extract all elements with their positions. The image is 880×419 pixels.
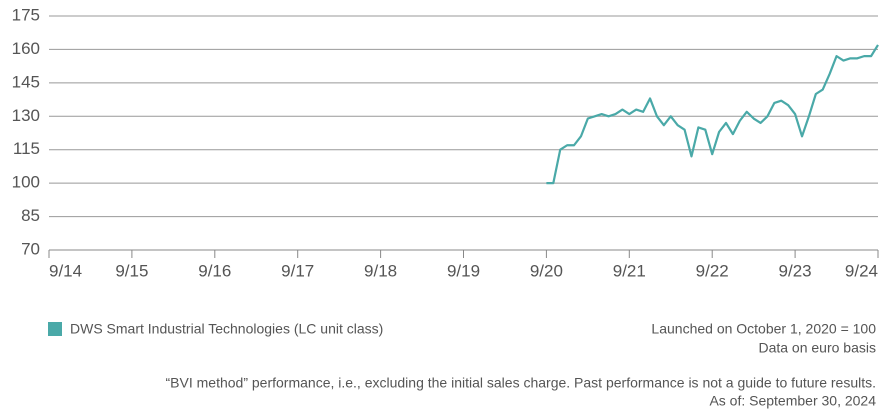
- y-tick-label: 115: [13, 139, 40, 158]
- line: [546, 44, 879, 185]
- x-tick-label: 9/16: [198, 261, 231, 280]
- y-tick-label: 160: [12, 39, 40, 58]
- y-tick-label: 145: [12, 72, 40, 91]
- x-tick-label: 9/17: [281, 261, 314, 280]
- legend-swatch: [48, 322, 62, 336]
- footnote: As of: September 30, 2024: [709, 393, 876, 409]
- y-tick-label: 130: [12, 106, 40, 125]
- x-tick-label: 9/23: [779, 261, 812, 280]
- annotation: Data on euro basis: [758, 340, 876, 356]
- y-tick-label: 85: [21, 206, 40, 225]
- x-tick-label: 9/20: [530, 261, 563, 280]
- x-tick-label: 9/24: [845, 261, 878, 280]
- x-tick-label: 9/14: [49, 261, 82, 280]
- y-tick-label: 100: [12, 173, 40, 192]
- x-tick-label: 9/19: [447, 261, 480, 280]
- x-tick-label: 9/22: [696, 261, 729, 280]
- legend-label: DWS Smart Industrial Technologies (LC un…: [70, 321, 383, 337]
- footnote: “BVI method” performance, i.e., excludin…: [166, 375, 876, 391]
- x-tick-label: 9/21: [613, 261, 646, 280]
- x-tick-label: 9/18: [364, 261, 397, 280]
- y-tick-label: 70: [21, 239, 40, 258]
- y-tick-label: 175: [12, 5, 40, 24]
- x-tick-label: 9/15: [115, 261, 148, 280]
- annotation: Launched on October 1, 2020 = 100: [651, 321, 876, 337]
